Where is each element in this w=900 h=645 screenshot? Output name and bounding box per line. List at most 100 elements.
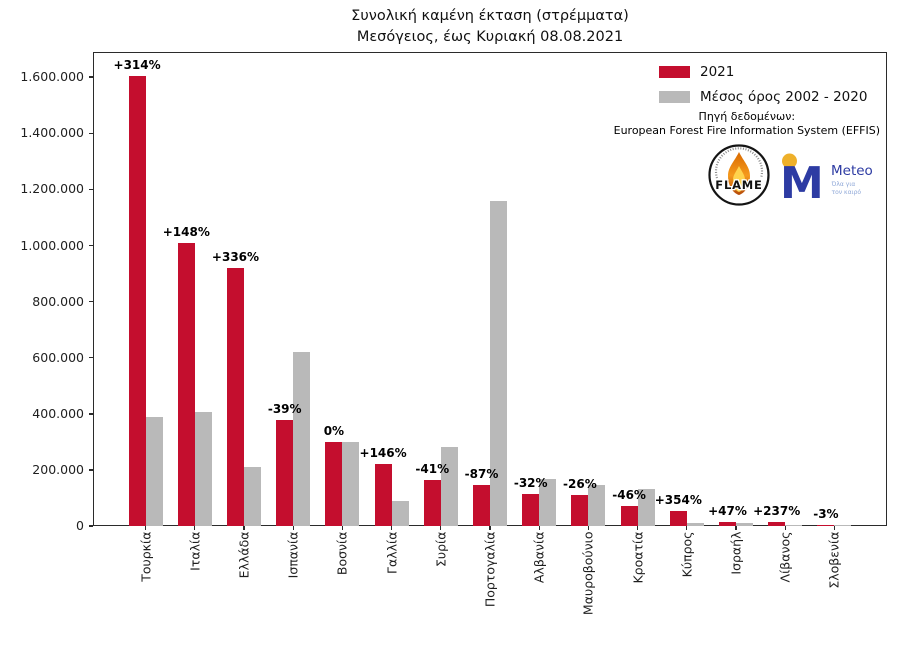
legend-swatch-2021 — [659, 66, 690, 78]
bar-average — [145, 417, 163, 526]
bar-group: -26% — [563, 52, 613, 526]
bar-2021 — [768, 522, 786, 526]
meteo-logo-m: M — [780, 158, 824, 208]
y-tick-mark — [89, 469, 93, 471]
x-tick-mark — [194, 526, 196, 530]
x-axis-label: Κροατία — [630, 531, 646, 584]
x-axis-label: Κύπρος — [679, 531, 695, 578]
x-axis-label: Γαλλία — [384, 531, 400, 574]
bar-percent-label: +47% — [708, 503, 747, 518]
x-tick-mark — [144, 526, 147, 530]
meteo-logo-dot — [782, 153, 797, 169]
x-axis-label: Τουρκία — [138, 531, 154, 582]
bar-group: 0% — [318, 52, 367, 526]
bar-2021 — [226, 267, 244, 526]
x-axis-label: Αλβανία — [531, 531, 547, 584]
bar-percent-label: -46% — [612, 487, 646, 502]
y-tick-label: 200.000 — [32, 461, 84, 477]
bar-average — [342, 442, 360, 526]
bar-average — [785, 524, 803, 526]
y-axis-labels: 0 200.000 400.000 600.000 800.000 1.000.000 1.… — [0, 0, 84, 645]
chart-title-line2: Μεσόγειος, έως Κυριακή 08.08.2021 — [356, 29, 624, 46]
x-tick-mark — [735, 526, 737, 530]
x-tick-mark — [390, 526, 393, 530]
legend-item-2021: 2021 — [659, 64, 867, 80]
y-tick-mark — [89, 356, 93, 359]
bar-percent-label: +354% — [654, 492, 702, 507]
data-source: Πηγή δεδομένων: European Forest Fire Inf… — [614, 110, 880, 139]
x-axis-label: Λίβανος — [777, 531, 793, 583]
bar-percent-label: -41% — [415, 461, 450, 476]
bars-container: +314% +148% +336% -39% 0% +146% -41% -87% -32% -2… — [93, 52, 887, 526]
bar-2021 — [571, 495, 589, 526]
flame-icon-inner — [733, 166, 745, 192]
y-tick-mark — [89, 76, 93, 78]
bar-group: -87% — [465, 52, 514, 526]
x-tick-mark — [833, 526, 836, 530]
x-axis-label: Ιταλία — [187, 531, 203, 571]
bar-average — [293, 352, 311, 526]
bar-group: +148% — [163, 52, 219, 526]
bar-2021 — [620, 505, 638, 526]
x-tick-mark — [440, 526, 442, 530]
bar-average — [637, 488, 655, 526]
y-tick-label: 600.000 — [32, 349, 84, 365]
legend: 2021 Μέσος όρος 2002 - 2020 — [659, 64, 867, 114]
y-tick-mark — [89, 244, 93, 247]
bar-average — [194, 411, 212, 526]
y-tick-label: 800.000 — [32, 293, 84, 309]
bar-group: -46% — [612, 52, 662, 526]
bar-2021 — [718, 521, 736, 526]
bar-percent-label: +148% — [162, 224, 210, 239]
bar-2021 — [472, 484, 490, 526]
legend-swatch-average — [659, 91, 690, 103]
legend-item-average: Μέσος όρος 2002 - 2020 — [659, 89, 867, 105]
bar-average — [686, 522, 704, 526]
legend-label-average: Μέσος όρος 2002 - 2020 — [700, 89, 868, 105]
data-source-org: European Forest Fire Information System … — [613, 124, 880, 138]
meteo-logo-tagline2: τον καιρό — [832, 189, 862, 196]
bar-2021 — [374, 463, 392, 526]
flame-logo: FLAME — [708, 144, 770, 206]
bar-average — [391, 500, 409, 526]
bar-2021 — [817, 525, 835, 526]
y-tick-label: 1.400.000 — [20, 125, 84, 141]
x-tick-mark — [489, 526, 491, 530]
bar-percent-label: -39% — [267, 401, 302, 416]
meteo-logo: M Meteo Όλα για τον καιρό — [780, 153, 873, 208]
bar-2021 — [276, 419, 294, 526]
x-axis-label: Ελλάδα — [236, 531, 252, 579]
flame-logo-text: FLAME — [715, 178, 762, 192]
legend-label-2021: 2021 — [700, 64, 735, 80]
x-axis-label: Σλοβενία — [826, 531, 842, 589]
data-source-label: Πηγή δεδομένων: — [698, 110, 796, 123]
bar-group: -32% — [513, 52, 564, 526]
y-tick-label: 1.600.000 — [20, 69, 84, 85]
bar-average — [588, 484, 606, 526]
bar-percent-label: +336% — [211, 249, 260, 264]
x-axis-label: Συρία — [433, 531, 449, 568]
chart-title: Συνολική καμένη έκταση (στρέμματα) Μεσόγ… — [93, 6, 887, 48]
x-tick-mark — [292, 526, 294, 530]
y-tick-mark — [89, 413, 93, 415]
bar-percent-label: +314% — [113, 57, 161, 72]
bar-average — [243, 466, 261, 526]
x-axis-label: Πορτογαλία — [482, 531, 498, 608]
x-axis-label: Ισραήλ — [728, 531, 744, 575]
y-tick-mark — [89, 188, 93, 191]
bar-group: +47% — [708, 52, 760, 526]
bar-2021 — [128, 75, 146, 526]
x-tick-mark — [636, 526, 639, 530]
bar-percent-label: -87% — [464, 466, 499, 481]
bar-group: +237% — [753, 52, 810, 526]
bar-percent-label: -32% — [513, 475, 548, 490]
y-tick-mark — [89, 525, 93, 527]
x-tick-mark — [784, 526, 786, 530]
y-tick-label: 400.000 — [32, 405, 84, 421]
x-tick-mark — [686, 526, 688, 530]
chart-title-line1: Συνολική καμένη έκταση (στρέμματα) — [351, 8, 629, 24]
bar-percent-label: +237% — [753, 504, 801, 519]
y-tick-mark — [89, 300, 93, 303]
x-tick-mark — [243, 526, 245, 530]
